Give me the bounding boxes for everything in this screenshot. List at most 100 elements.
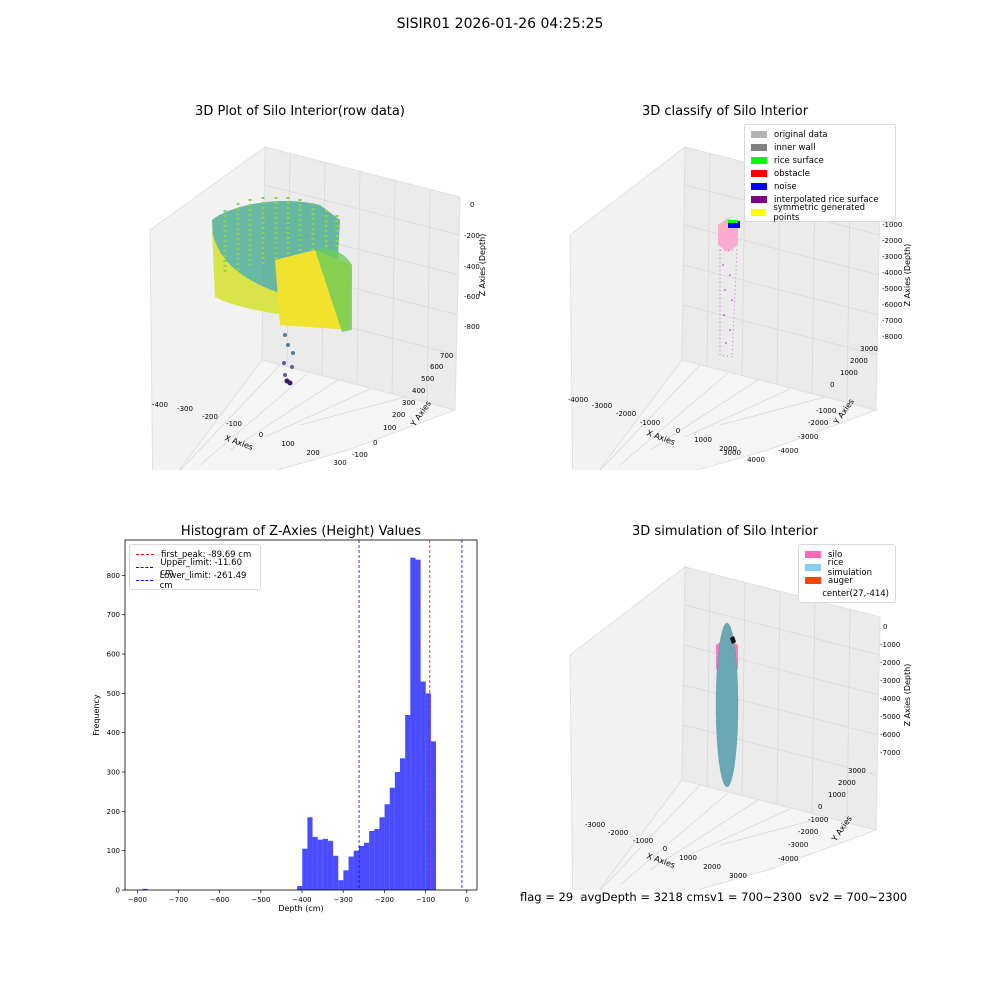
classify-zlabel: Z Axies (Depth): [903, 244, 912, 307]
legend-label: first_peak: -89.69 cm: [161, 549, 252, 560]
simulation-3d-plot: -3000 -2000 -1000 0 1000 2000 3000 X Axi…: [569, 565, 912, 890]
simulation-legend: silo rice simulation auger center(27,-41…: [798, 544, 896, 603]
legend-swatch: [805, 590, 815, 597]
histogram-ytick-label: 700: [107, 611, 120, 619]
raw-xtick: -100: [226, 420, 242, 428]
raw-ytick: 100: [383, 424, 396, 432]
simulation-ztick: -7000: [880, 749, 900, 757]
classify-xtick: 3000: [723, 449, 741, 457]
histogram-bars: [142, 557, 437, 890]
classify-ztick: -2000: [882, 237, 902, 245]
legend-item: obstacle: [751, 167, 889, 180]
histogram-ytick-label: 200: [107, 808, 120, 816]
classify-ztick: -5000: [882, 285, 902, 293]
sv1-text: sv1 = 700~2300: [704, 890, 802, 904]
legend-item: Lower_limit: -261.49 cm: [136, 571, 254, 591]
simulation-ztick: -6000: [880, 731, 900, 739]
legend-swatch: [751, 131, 767, 138]
legend-label: interpolated rice surface: [774, 194, 879, 205]
raw-ytick: 600: [430, 363, 443, 371]
histogram-ytick-label: 0: [116, 887, 120, 895]
legend-item: rice surface: [751, 154, 889, 167]
legend-swatch: [136, 567, 154, 568]
histogram-bar: [384, 804, 390, 890]
legend-label: rice surface: [774, 155, 824, 166]
simulation-plot-title: 3D simulation of Silo Interior: [632, 524, 818, 539]
simulation-ytick: 2000: [838, 779, 856, 787]
histogram-xtick-label: −700: [169, 896, 188, 904]
classify-ytick: 1000: [840, 369, 858, 377]
histogram-bar: [333, 855, 339, 890]
classify-plot-title: 3D classify of Silo Interior: [641, 104, 809, 119]
simulation-ztick: -2000: [880, 659, 900, 667]
legend-label: rice simulation: [827, 557, 872, 578]
simulation-xtick: -1000: [633, 837, 653, 845]
legend-swatch: [751, 183, 767, 190]
legend-swatch: [751, 196, 767, 203]
histogram-bar: [379, 817, 385, 890]
raw-z-ticks: 0 -200 -400 -600 -800: [464, 201, 480, 331]
simulation-floor-pane: [598, 779, 878, 890]
rice-simulation-shape: [716, 623, 738, 787]
classify-x-ticks: -4000 -3000 -2000 -1000 0 1000 2000 3000…: [568, 396, 765, 464]
raw-xtick: 0: [259, 431, 263, 439]
legend-item: first_peak: -89.69 cm: [136, 548, 254, 561]
histogram-bar: [374, 829, 380, 890]
histogram-bar: [389, 787, 395, 890]
avg-depth-text: avgDepth = 3218 cm: [580, 890, 705, 904]
legend-swatch: [805, 577, 821, 584]
histogram-bar: [358, 845, 364, 890]
histogram-chart: −800 −700 −600 −500 −400 −300 −200 −100 0 0 100 20…: [92, 539, 478, 913]
histogram-bar: [322, 838, 328, 890]
legend-swatch: [751, 144, 767, 151]
classify-z-ticks: 0 -1000 -2000 -3000 -4000 -5000 -6000 -7…: [882, 203, 902, 341]
histogram-xtick-label: −500: [251, 896, 270, 904]
simulation-ztick: -5000: [880, 713, 900, 721]
simulation-xtick: 0: [663, 845, 667, 853]
raw-xtick: -400: [152, 401, 168, 409]
simulation-y-ticks: -4000 -3000 -2000 -1000 0 1000 2000 3000: [778, 767, 866, 863]
classify-ztick: -8000: [882, 333, 902, 341]
histogram-bar: [430, 741, 437, 890]
raw-ztick: -800: [464, 323, 480, 331]
histogram-ytick-label: 400: [107, 729, 120, 737]
simulation-ytick: -2000: [798, 828, 818, 836]
histogram-bar: [369, 831, 375, 890]
classify-ztick: -7000: [882, 317, 902, 325]
histogram-legend: first_peak: -89.69 cm Upper_limit: -11.6…: [129, 544, 261, 591]
simulation-ztick: 0: [883, 623, 887, 631]
classify-xtick: -3000: [592, 402, 612, 410]
raw-plot-title: 3D Plot of Silo Interior(row data): [195, 104, 405, 119]
classify-floor-pane: [598, 359, 878, 470]
histogram-x-ticks: −800 −700 −600 −500 −400 −300 −200 −100 0: [128, 890, 469, 904]
legend-item: Upper_limit: -11.60 cm: [136, 558, 254, 578]
raw-ztick: -600: [464, 293, 480, 301]
raw-y-ticks: -100 0 100 200 300 400 500 600 700: [352, 352, 453, 459]
histogram-bar: [363, 842, 370, 890]
histogram-bar: [348, 856, 354, 890]
simulation-ytick: -3000: [788, 841, 808, 849]
histogram-xtick-label: −800: [128, 896, 147, 904]
classify-xtick: -4000: [568, 396, 588, 404]
legend-swatch: [136, 580, 153, 581]
legend-item: inner wall: [751, 141, 889, 154]
histogram-bar: [312, 836, 318, 890]
raw-xtick: 200: [306, 449, 319, 457]
flag-text: flag = 29: [520, 890, 574, 904]
legend-swatch: [751, 157, 767, 164]
simulation-xtick: 1000: [679, 854, 697, 862]
classify-ytick: 3000: [860, 345, 878, 353]
histogram-bar: [343, 870, 349, 890]
simulation-ytick: -4000: [778, 855, 798, 863]
legend-item: center(27,-414): [805, 587, 889, 600]
histogram-bar: [317, 839, 323, 890]
legend-swatch: [805, 551, 821, 558]
legend-label: center(27,-414): [822, 588, 889, 599]
histogram-bar: [394, 772, 401, 890]
simulation-ztick: -1000: [880, 641, 900, 649]
raw-ytick: 500: [421, 375, 434, 383]
legend-swatch: [136, 554, 154, 555]
raw-ytick: 400: [412, 387, 425, 395]
legend-item: symmetric generated points: [751, 203, 889, 223]
raw-xtick: -200: [202, 413, 218, 421]
